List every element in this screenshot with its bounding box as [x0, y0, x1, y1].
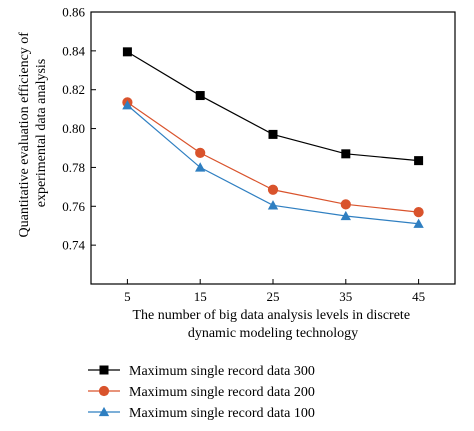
legend-marker [98, 385, 110, 397]
series-line [127, 51, 419, 162]
data-point [122, 100, 133, 110]
legend-label: Maximum single record data 200 [129, 385, 315, 400]
y-axis: 0.74 0.76 0.78 0.80 0.82 0.84 0.86 [62, 5, 96, 253]
x-axis-label-line-1: The number of big data analysis levels i… [132, 308, 410, 323]
y-tick-label: 0.78 [62, 160, 85, 175]
data-point [267, 184, 279, 195]
y-axis-label: Quantitative evaluation efficiency of ex… [17, 29, 49, 238]
data-point [195, 91, 205, 101]
series-square [122, 47, 424, 166]
series-line [127, 101, 419, 213]
y-axis-label-line-1: Quantitative evaluation efficiency of [17, 32, 32, 238]
y-tick-label: 0.74 [62, 238, 85, 253]
data-point [122, 47, 132, 57]
x-axis-label-line-2: dynamic modeling technology [188, 326, 358, 341]
legend-label: Maximum single record data 100 [129, 406, 315, 421]
x-tick-label: 35 [339, 289, 352, 304]
legend-item: Maximum single record data 300 [88, 364, 315, 379]
data-point [195, 162, 206, 172]
legend-marker [99, 365, 109, 375]
data-point [195, 147, 206, 158]
data-point [413, 207, 424, 218]
legend-item: Maximum single record data 100 [88, 406, 315, 421]
y-tick-label: 0.84 [62, 43, 85, 58]
x-tick-label: 5 [124, 289, 131, 304]
data-point [414, 156, 424, 166]
legend-item: Maximum single record data 200 [88, 385, 315, 400]
plot-frame [90, 11, 456, 285]
legend-label: Maximum single record data 300 [129, 364, 315, 379]
series-triangle [122, 100, 424, 228]
series-layer [122, 47, 424, 228]
x-tick-label: 45 [412, 289, 425, 304]
legend-marker [98, 406, 110, 417]
y-tick-label: 0.86 [62, 5, 85, 20]
y-tick-label: 0.76 [62, 199, 85, 214]
data-point [268, 129, 278, 139]
y-tick-label: 0.80 [62, 121, 85, 136]
y-axis-label-line-2: experimental data analysis [34, 59, 49, 208]
data-point [341, 149, 351, 159]
x-tick-label: 25 [267, 289, 280, 304]
legend: Maximum single record data 300 Maximum si… [88, 364, 315, 421]
x-axis-label: The number of big data analysis levels i… [132, 308, 413, 341]
y-tick-label: 0.82 [62, 82, 85, 97]
data-point [340, 210, 351, 221]
x-tick-label: 15 [194, 289, 207, 304]
data-point [340, 199, 351, 210]
data-point [267, 200, 279, 210]
x-axis: 5 15 25 35 45 [124, 279, 425, 304]
data-point [413, 218, 424, 228]
